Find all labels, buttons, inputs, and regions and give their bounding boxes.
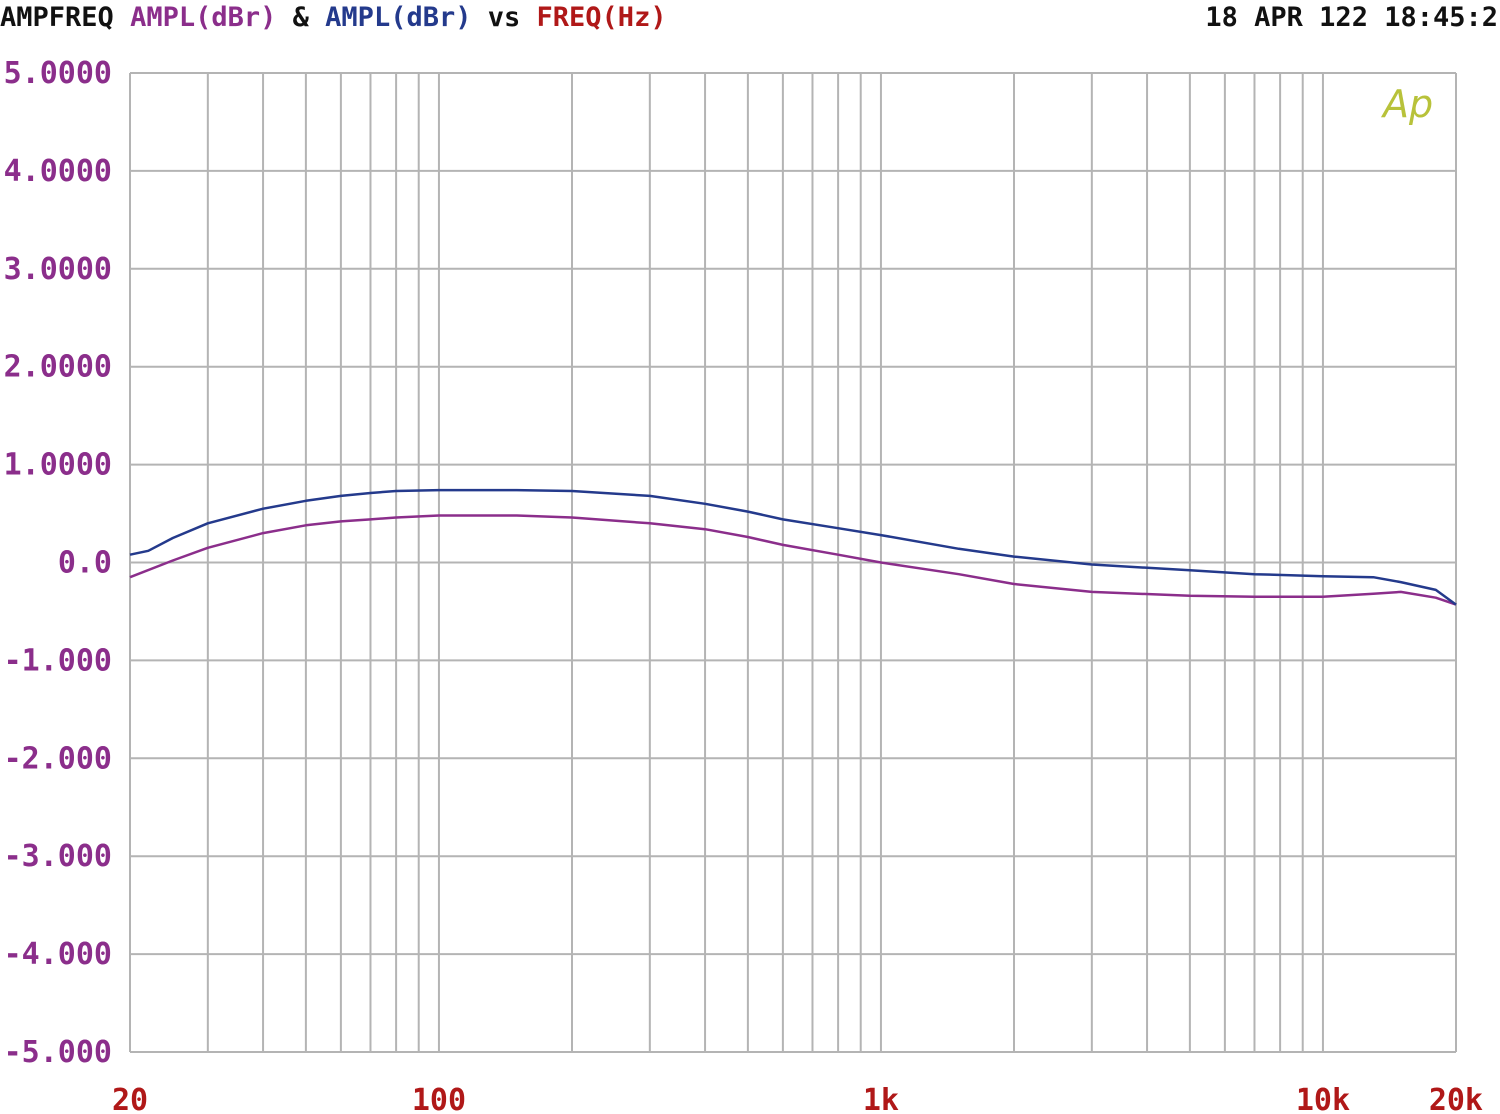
- y-tick-label: -1.000: [4, 643, 112, 678]
- y-tick-label: 4.0000: [4, 154, 112, 189]
- x-axis-ticks: 20 100 1k 10k 20k: [112, 1083, 1483, 1114]
- header-timestamp: 18 APR 122 18:45:2: [1205, 2, 1498, 33]
- y-tick-label: 2.0000: [4, 350, 112, 385]
- header-series1: AMPL(dBr): [130, 2, 277, 33]
- header-vs: vs: [487, 2, 521, 33]
- chart-title: AMPFREQ AMPL(dBr) & AMPL(dBr) vs FREQ(Hz…: [0, 2, 667, 33]
- x-tick-label: 1k: [863, 1083, 899, 1114]
- y-tick-label: 1.0000: [4, 448, 112, 483]
- header-series2: AMPL(dBr): [325, 2, 472, 33]
- y-tick-label: -3.000: [4, 839, 112, 874]
- y-tick-label: -4.000: [4, 937, 112, 972]
- x-tick-label: 20k: [1429, 1083, 1483, 1114]
- y-tick-label: 0.0: [58, 546, 112, 581]
- x-tick-label: 100: [412, 1083, 466, 1114]
- chart-series: [129, 488, 1457, 606]
- y-tick-label: -5.000: [4, 1035, 112, 1070]
- ap-logo: Ap: [1380, 82, 1433, 126]
- y-axis-ticks: 5.0000 4.0000 3.0000 2.0000 1.0000 0.0 -1.000 -…: [4, 56, 112, 1070]
- header-prefix: AMPFREQ: [0, 2, 114, 33]
- series-line-1: [129, 514, 1457, 606]
- header-amp: &: [292, 2, 309, 33]
- y-tick-label: -2.000: [4, 741, 112, 776]
- chart-header: AMPFREQ AMPL(dBr) & AMPL(dBr) vs FREQ(Hz…: [0, 0, 1500, 40]
- header-xquantity: FREQ(Hz): [536, 2, 667, 33]
- y-tick-label: 5.0000: [4, 56, 112, 91]
- x-tick-label: 10k: [1296, 1083, 1350, 1114]
- x-tick-label: 20: [112, 1083, 148, 1114]
- chart-grid: [129, 72, 1457, 1053]
- y-tick-label: 3.0000: [4, 252, 112, 287]
- series-line-2: [129, 488, 1457, 606]
